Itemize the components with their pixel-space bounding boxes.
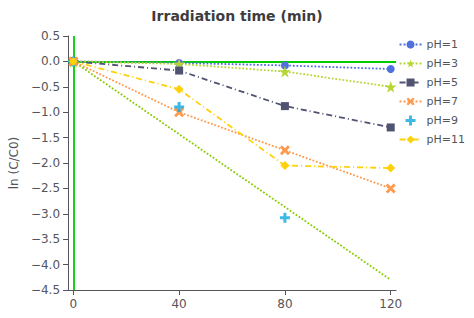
svg-text:80: 80	[277, 297, 292, 311]
svg-text:pH=9: pH=9	[427, 114, 458, 127]
svg-text:−1.0: −1.0	[31, 105, 60, 119]
svg-text:40: 40	[171, 297, 186, 311]
svg-text:pH=1: pH=1	[427, 38, 458, 51]
svg-text:−0.5: −0.5	[31, 80, 60, 94]
svg-text:0.5: 0.5	[41, 29, 60, 43]
svg-text:120: 120	[379, 297, 402, 311]
svg-text:ln (C/C0): ln (C/C0)	[7, 137, 21, 190]
svg-text:−3.5: −3.5	[31, 232, 60, 246]
svg-text:−4.5: −4.5	[31, 283, 60, 297]
svg-text:−2.0: −2.0	[31, 156, 60, 170]
svg-text:−3.0: −3.0	[31, 207, 60, 221]
svg-text:0.0: 0.0	[41, 54, 60, 68]
svg-text:0: 0	[70, 297, 78, 311]
svg-text:pH=5: pH=5	[427, 76, 458, 89]
svg-text:Irradiation time (min): Irradiation time (min)	[151, 8, 322, 24]
svg-text:−4.0: −4.0	[31, 258, 60, 272]
svg-text:−1.5: −1.5	[31, 131, 60, 145]
svg-text:pH=11: pH=11	[427, 133, 465, 146]
svg-text:pH=3: pH=3	[427, 57, 458, 70]
svg-text:pH=7: pH=7	[427, 95, 458, 108]
svg-text:−2.5: −2.5	[31, 181, 60, 195]
